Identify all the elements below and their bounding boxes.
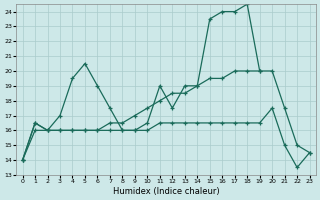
X-axis label: Humidex (Indice chaleur): Humidex (Indice chaleur)	[113, 187, 220, 196]
